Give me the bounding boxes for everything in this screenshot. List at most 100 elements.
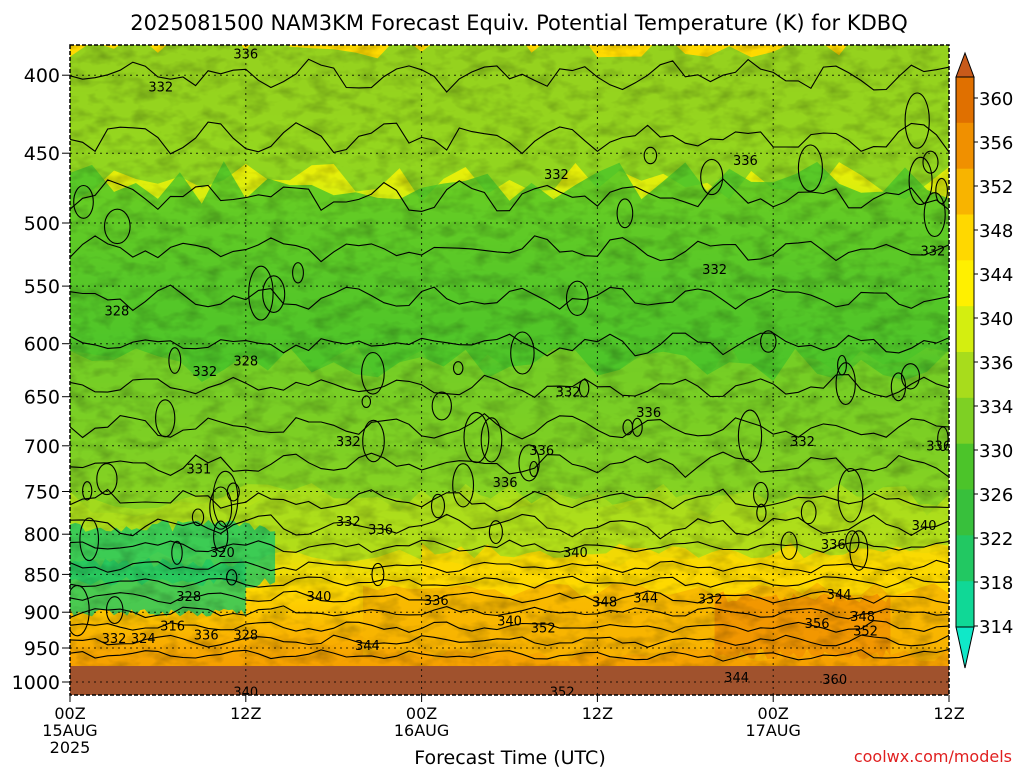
contour-cell-57	[900, 363, 921, 390]
colorbar-tick-label-330: 330	[979, 441, 1013, 462]
colorbar-segment-326	[956, 489, 974, 536]
contour-label-16: 336	[636, 406, 661, 421]
colorbar-segment-356	[956, 122, 974, 170]
contour-label-9: 336	[733, 154, 758, 169]
contour-label-21: 331	[186, 463, 211, 478]
colorbar-tick-label-348: 348	[979, 221, 1013, 242]
contour-cell-6	[452, 361, 464, 376]
contour-line-21	[70, 605, 949, 620]
contour-label-33: 348	[592, 595, 617, 610]
contour-label-39: 352	[531, 622, 556, 637]
contour-line-13	[70, 412, 949, 440]
colorbar-segment-340	[956, 306, 974, 353]
contour-cell-55	[760, 330, 777, 353]
contour-label-38: 316	[160, 619, 185, 634]
contour-cell-38	[935, 177, 948, 205]
contour-cell-4	[837, 354, 847, 376]
colorbar-segment-336	[956, 352, 974, 399]
contour-cell-16	[510, 331, 535, 375]
contour-label-46: 344	[355, 639, 380, 654]
y-tick-label-950: 950	[24, 638, 60, 660]
contour-label-29: 328	[176, 590, 201, 605]
contour-cell-47	[937, 426, 949, 452]
contour-label-26: 336	[821, 538, 846, 553]
colorbar-tick-label-344: 344	[979, 265, 1013, 286]
contour-line-11	[70, 332, 949, 357]
colorbar-tick-label-314: 314	[979, 617, 1013, 638]
contour-cell-28	[737, 409, 763, 463]
contour-cell-59	[890, 372, 907, 402]
colorbar-frame	[955, 76, 975, 628]
contour-cell-40	[923, 192, 946, 238]
contour-label-6: 336	[233, 48, 258, 63]
x-tick-label-48-1: 17AUG	[745, 721, 800, 740]
y-tick-label-900: 900	[24, 602, 60, 624]
below-ground-area	[70, 666, 949, 695]
colorbar-tick-label-336: 336	[979, 353, 1013, 374]
contour-line-18	[70, 559, 949, 574]
colorbar-segment-322	[956, 535, 974, 582]
contour-label-36: 340	[497, 614, 522, 629]
contour-cell-25	[922, 150, 939, 174]
contour-line-22	[70, 620, 949, 633]
contour-line-15	[70, 488, 949, 512]
contour-cell-19	[845, 530, 860, 554]
x-tick-label-0-2: 2025	[50, 738, 91, 757]
x-axis-title: Forecast Time (UTC)	[414, 747, 605, 768]
contour-label-12: 328	[104, 305, 129, 320]
contour-cell-15	[430, 493, 446, 519]
contour-cell-44	[209, 486, 233, 530]
colorbar-segment-348	[956, 214, 974, 261]
contour-cell-58	[362, 419, 385, 463]
colorbar-top-arrow	[955, 51, 975, 78]
contour-cell-56	[835, 362, 856, 406]
contour-line-24	[70, 648, 949, 662]
contour-label-11: 332	[702, 263, 727, 278]
contour-label-10: 332	[920, 244, 945, 259]
contour-line-14	[70, 451, 949, 479]
contour-cell-51	[797, 144, 823, 192]
contour-cell-27	[168, 347, 182, 374]
contour-label-20: 336	[926, 440, 951, 455]
contour-cell-52	[105, 596, 124, 625]
contour-cell-49	[837, 468, 864, 523]
y-tick-label-550: 550	[24, 276, 60, 298]
contour-line-8	[70, 178, 949, 212]
contour-cell-18	[82, 481, 93, 501]
plot-frame	[69, 44, 950, 696]
contour-cell-3	[103, 208, 131, 245]
colorbar-bottom-arrow	[955, 626, 975, 669]
colorbar-segment-330	[956, 443, 974, 490]
colorbar-segment-360	[956, 77, 974, 124]
contour-cell-2	[753, 481, 769, 507]
plot-area: 344 344 340 336 336 340 336 332 332 336 332 332 328 3…	[70, 45, 951, 696]
contour-cell-1	[700, 158, 724, 196]
x-tick-label-48-0: 00Z	[758, 704, 789, 723]
contour-line-16	[70, 513, 949, 540]
colorbar-tick-label-360: 360	[979, 89, 1013, 110]
x-tick-label-0-1: 15AUG	[42, 721, 97, 740]
contour-label-42: 332	[102, 632, 127, 647]
colorbar-segment-318	[956, 581, 974, 628]
contour-label-48: 360	[822, 673, 847, 688]
contour-cell-9	[780, 531, 798, 560]
contour-label-40: 356	[805, 617, 830, 632]
contour-label-45: 328	[233, 629, 258, 644]
contour-line-9	[70, 235, 949, 263]
contour-label-7: 332	[148, 81, 173, 96]
credit-text: coolwx.com/models	[854, 747, 1012, 766]
contour-cell-35	[73, 184, 94, 219]
contour-label-14: 332	[192, 365, 217, 380]
contour-label-17: 332	[336, 435, 361, 450]
contour-line-23	[70, 634, 949, 648]
y-tick-label-450: 450	[24, 143, 60, 165]
contour-label-34: 344	[633, 592, 658, 607]
y-tick-label-1000: 1000	[12, 672, 60, 694]
colorbar-tick-label-334: 334	[979, 397, 1013, 418]
contour-label-41: 352	[853, 624, 878, 639]
y-tick-label-750: 750	[24, 482, 60, 504]
contour-line-6	[70, 58, 949, 93]
x-tick-label-12-0: 12Z	[230, 704, 261, 723]
grid-lines	[70, 45, 949, 695]
contour-labels: 344 344 340 336 336 340 336 332 332 336 332 332 328 3…	[102, 48, 951, 696]
